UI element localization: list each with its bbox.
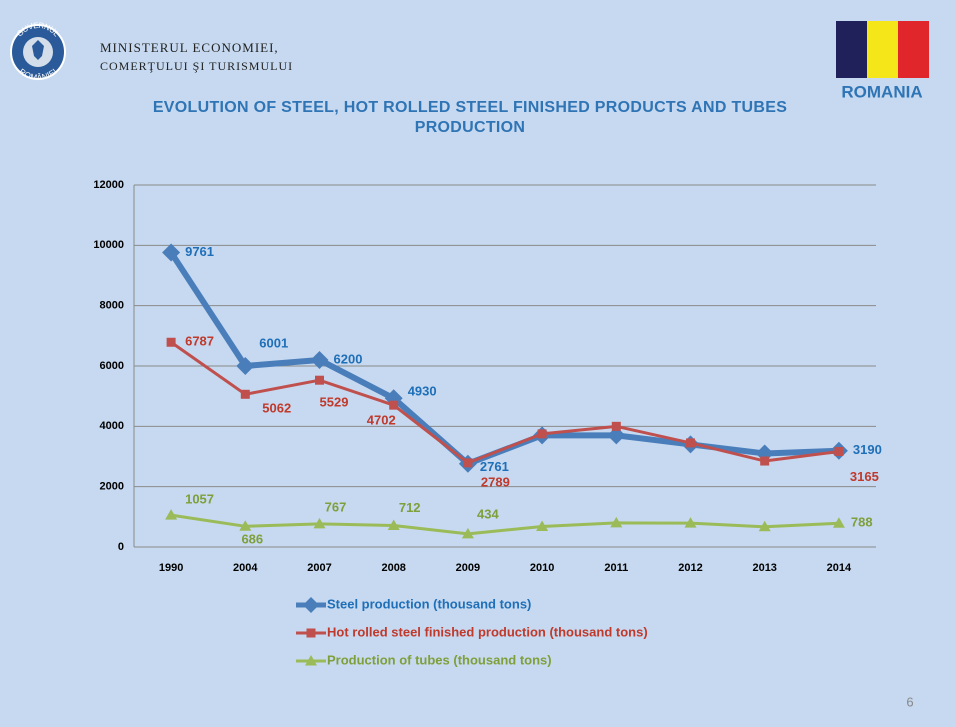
- data-label: 767: [325, 499, 347, 514]
- x-tick-label: 2011: [604, 562, 628, 574]
- data-label: 434: [477, 506, 499, 521]
- point: [313, 517, 326, 529]
- data-label: 2789: [481, 474, 510, 489]
- point: [310, 350, 329, 369]
- logo: GUVERNUL ROMÂNIEI: [10, 21, 66, 82]
- x-tick-label: 2014: [827, 562, 852, 574]
- x-tick-label: 2008: [381, 562, 405, 574]
- data-label: 6001: [259, 335, 288, 350]
- data-label: 5062: [262, 401, 291, 416]
- x-tick-label: 1990: [159, 562, 183, 574]
- point: [315, 375, 324, 385]
- flag: [836, 21, 929, 78]
- point: [537, 429, 547, 439]
- y-tick-label: 2000: [100, 481, 124, 493]
- point: [536, 520, 549, 531]
- y-tick-label: 8000: [100, 300, 124, 312]
- y-tick-label: 4000: [100, 420, 124, 432]
- y-tick-label: 10000: [93, 239, 124, 251]
- point: [389, 400, 399, 410]
- data-label: 2761: [480, 459, 509, 474]
- chart-title: EVOLUTION OF STEEL, HOT ROLLED STEEL FIN…: [152, 99, 788, 136]
- series-line: [170, 341, 840, 465]
- legend-label: Steel production (thousand tons): [327, 596, 531, 611]
- data-label: 9761: [185, 244, 214, 259]
- point: [166, 337, 176, 347]
- x-tick-label: 2012: [678, 562, 702, 574]
- x-tick-label: 2013: [752, 562, 776, 574]
- data-label: 3165: [850, 469, 879, 484]
- point: [684, 517, 697, 528]
- point: [236, 356, 255, 375]
- y-tick-label: 6000: [100, 360, 124, 372]
- point: [686, 438, 695, 448]
- data-label: 4930: [408, 384, 437, 399]
- point: [758, 520, 771, 532]
- point: [387, 519, 400, 531]
- data-label: 712: [399, 500, 421, 515]
- series-line: [168, 250, 840, 467]
- point: [162, 243, 181, 262]
- page-number: 6: [906, 694, 913, 709]
- ministry-line: MINISTERUL ECONOMIEI,: [100, 40, 279, 55]
- point: [165, 509, 178, 520]
- point: [607, 426, 626, 445]
- x-tick-label: 2007: [307, 562, 331, 574]
- country: ROMANIA: [841, 82, 922, 101]
- point: [610, 516, 623, 528]
- point: [832, 517, 845, 528]
- data-label: 4702: [367, 413, 396, 428]
- x-tick-label: 2009: [456, 562, 480, 574]
- data-label: 6200: [334, 351, 363, 366]
- legend-marker: [306, 628, 316, 638]
- point: [611, 421, 621, 431]
- data-label: 686: [241, 532, 263, 547]
- x-tick-label: 2010: [530, 562, 554, 574]
- data-label: 6787: [185, 334, 214, 349]
- y-tick-label: 12000: [93, 179, 124, 191]
- data-label: 788: [851, 515, 873, 530]
- point: [461, 527, 474, 539]
- x-tick-label: 2004: [233, 562, 258, 574]
- legend-marker: [305, 655, 317, 666]
- point: [239, 520, 252, 531]
- legend-label: Hot rolled steel finished production (th…: [327, 624, 648, 639]
- data-label: 1057: [185, 492, 214, 507]
- point: [240, 389, 250, 399]
- legend-marker: [303, 597, 319, 613]
- series-line: [170, 513, 839, 536]
- point: [760, 456, 770, 466]
- legend-label: Production of tubes (thousand tons): [327, 652, 552, 667]
- point: [463, 458, 473, 468]
- y-tick-label: 0: [118, 541, 124, 553]
- point: [834, 447, 844, 457]
- ministry-line: COMERŢULUI ŞI TURISMULUI: [100, 59, 293, 73]
- data-label: 3190: [853, 442, 882, 457]
- data-label: 5529: [320, 395, 349, 410]
